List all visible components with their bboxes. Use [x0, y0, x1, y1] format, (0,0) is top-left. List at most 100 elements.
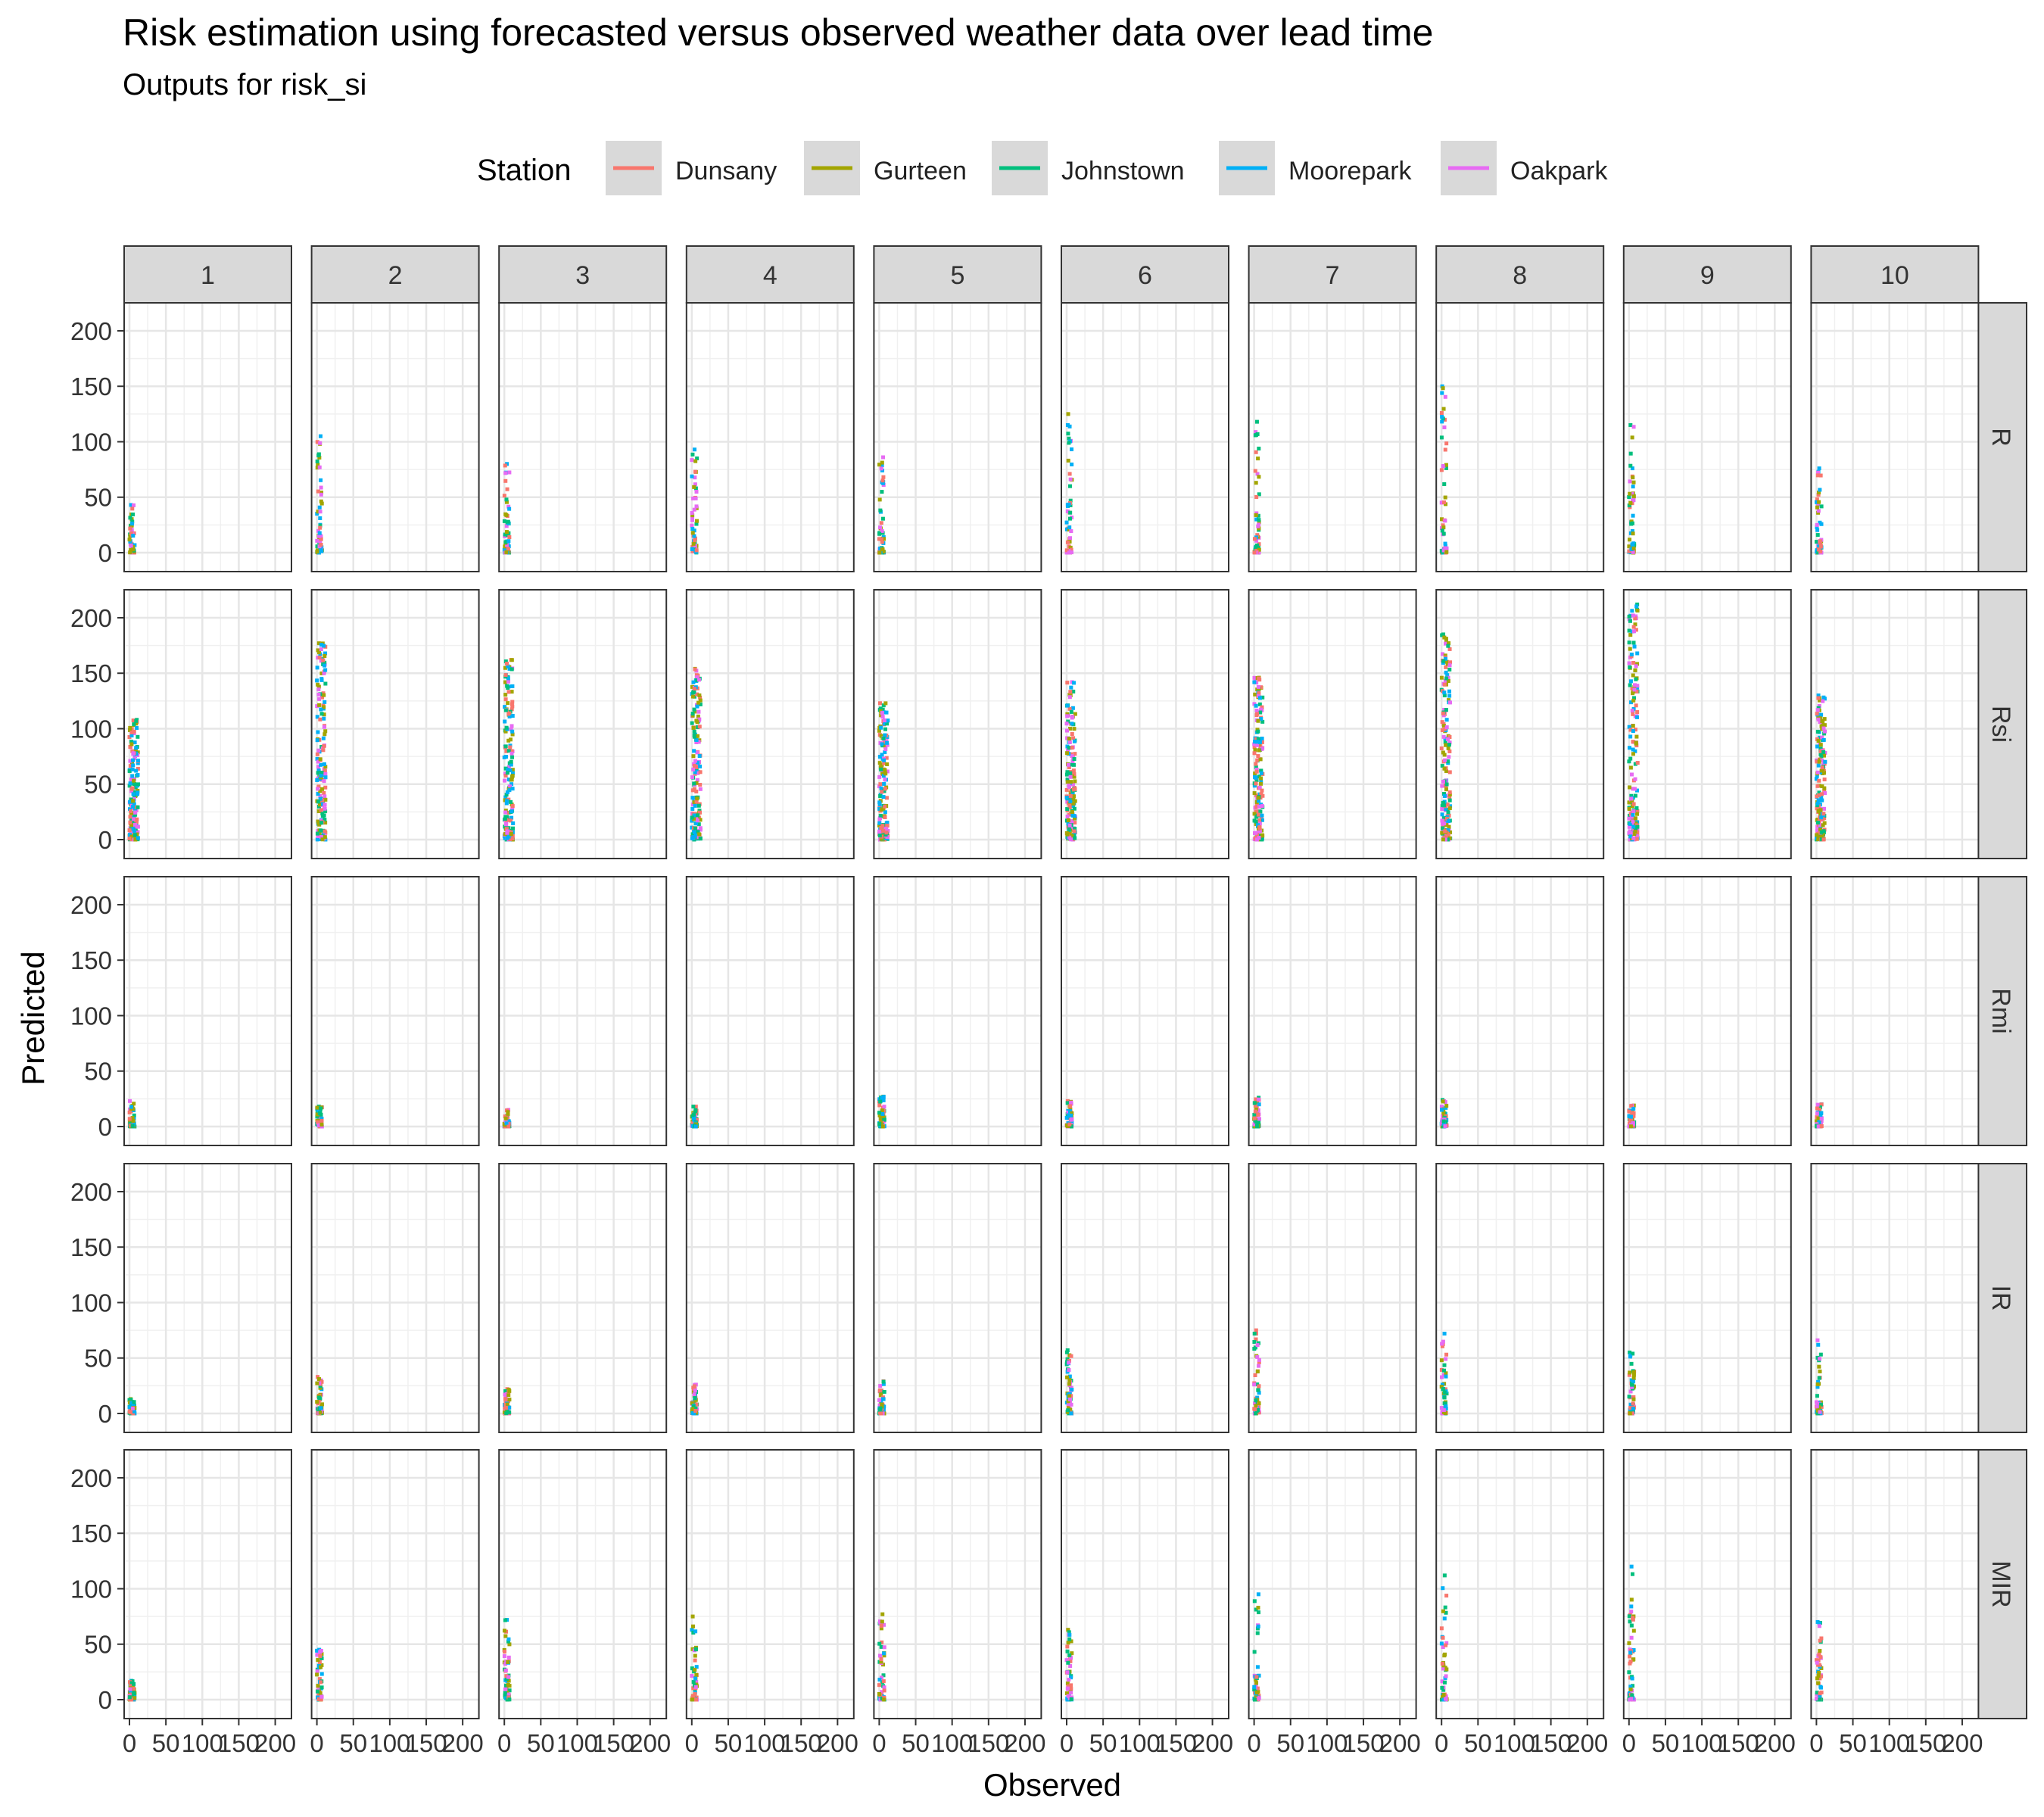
data-point-oakpark [1257, 1696, 1261, 1700]
data-point-moorepark [502, 755, 506, 759]
data-point-gurteen [1256, 718, 1260, 723]
data-point-johnstown [880, 516, 885, 521]
data-point-moorepark [690, 547, 694, 551]
data-point-gurteen [695, 720, 700, 725]
data-point-gurteen [1628, 647, 1632, 651]
data-point-gurteen [1444, 659, 1449, 664]
data-point-moorepark [1064, 527, 1069, 531]
data-point-moorepark [1631, 1407, 1635, 1411]
data-point-gurteen [315, 1672, 319, 1677]
data-point-oakpark [1630, 1385, 1634, 1389]
data-point-moorepark [1065, 703, 1070, 708]
data-point-oakpark [1443, 641, 1447, 646]
data-point-dunsany [1068, 1104, 1073, 1108]
data-point-gurteen [1818, 808, 1823, 812]
data-point-oakpark [1440, 1342, 1444, 1346]
data-point-johnstown [692, 729, 696, 734]
data-point-gurteen [698, 818, 703, 822]
data-point-gurteen [506, 1660, 510, 1664]
data-point-dunsany [503, 1402, 508, 1407]
data-point-dunsany [1631, 712, 1635, 716]
data-point-gurteen [503, 729, 508, 734]
data-point-gurteen [1630, 435, 1634, 440]
data-point-dunsany [1252, 751, 1257, 756]
data-point-dunsany [318, 525, 322, 530]
data-point-dunsany [1815, 497, 1819, 501]
data-point-gurteen [322, 654, 327, 659]
data-point-moorepark [694, 738, 699, 743]
data-point-johnstown [882, 1117, 886, 1121]
data-point-moorepark [1816, 763, 1821, 768]
panel-bg [1436, 877, 1604, 1145]
data-point-moorepark [1633, 749, 1637, 753]
data-point-oakpark [318, 441, 322, 445]
data-point-oakpark [1254, 430, 1258, 435]
data-point-dunsany [128, 1680, 132, 1685]
strip-col-5 [873, 245, 1042, 304]
data-point-johnstown [322, 813, 326, 818]
data-point-johnstown [692, 734, 696, 739]
data-point-oakpark [316, 759, 320, 764]
data-point-gurteen [1442, 753, 1447, 757]
data-point-johnstown [1440, 633, 1444, 637]
data-point-dunsany [1439, 1626, 1444, 1631]
data-point-dunsany [129, 541, 133, 546]
data-point-gurteen [877, 550, 882, 555]
data-point-oakpark [877, 1653, 882, 1658]
data-point-moorepark [1444, 807, 1448, 812]
data-point-oakpark [1631, 809, 1636, 813]
data-point-moorepark [136, 761, 140, 765]
data-point-oakpark [1439, 1105, 1444, 1109]
data-point-gurteen [1819, 724, 1824, 728]
data-point-johnstown [1254, 815, 1259, 819]
data-point-dunsany [1631, 1395, 1636, 1399]
data-point-johnstown [504, 1411, 509, 1416]
data-point-johnstown [692, 707, 696, 712]
data-point-dunsany [1818, 1691, 1822, 1696]
data-point-dunsany [1254, 1337, 1258, 1342]
data-point-johnstown [1628, 756, 1633, 761]
data-point-oakpark [696, 678, 701, 682]
data-point-johnstown [694, 522, 699, 526]
data-point-moorepark [131, 827, 136, 831]
data-point-oakpark [1068, 774, 1073, 779]
data-point-johnstown [136, 782, 140, 787]
data-point-gurteen [1814, 1119, 1818, 1124]
data-point-johnstown [1444, 1610, 1448, 1615]
data-point-johnstown [1256, 737, 1260, 741]
data-point-moorepark [317, 550, 322, 555]
data-point-johnstown [1818, 1697, 1822, 1702]
data-point-dunsany [1067, 706, 1072, 711]
data-point-dunsany [690, 788, 695, 793]
data-point-moorepark [877, 800, 882, 805]
data-point-oakpark [1067, 695, 1072, 700]
data-point-oakpark [1443, 1124, 1447, 1129]
data-point-oakpark [1628, 1389, 1633, 1394]
data-point-johnstown [1256, 1388, 1260, 1392]
data-point-moorepark [1628, 1685, 1633, 1689]
data-point-johnstown [1817, 790, 1821, 795]
data-point-gurteen [1632, 684, 1637, 689]
data-point-dunsany [1447, 647, 1452, 651]
data-point-dunsany [693, 1692, 697, 1697]
data-point-moorepark [880, 1111, 885, 1116]
data-point-johnstown [880, 531, 885, 535]
data-point-moorepark [1070, 722, 1074, 726]
data-point-gurteen [1258, 781, 1263, 786]
data-point-johnstown [1253, 433, 1257, 438]
data-point-dunsany [127, 1110, 132, 1114]
data-point-moorepark [1440, 1382, 1444, 1387]
panel-border [1622, 302, 1792, 572]
data-point-dunsany [317, 1677, 322, 1681]
data-point-moorepark [315, 837, 319, 842]
data-point-dunsany [1631, 660, 1636, 665]
data-point-gurteen [696, 700, 701, 705]
data-point-oakpark [318, 510, 322, 514]
data-point-johnstown [881, 1379, 886, 1384]
data-point-dunsany [1447, 795, 1452, 799]
data-point-gurteen [129, 547, 133, 552]
data-point-oakpark [1630, 491, 1634, 496]
data-point-dunsany [1818, 1676, 1822, 1681]
data-point-johnstown [1627, 614, 1631, 619]
data-point-dunsany [1067, 1122, 1072, 1127]
